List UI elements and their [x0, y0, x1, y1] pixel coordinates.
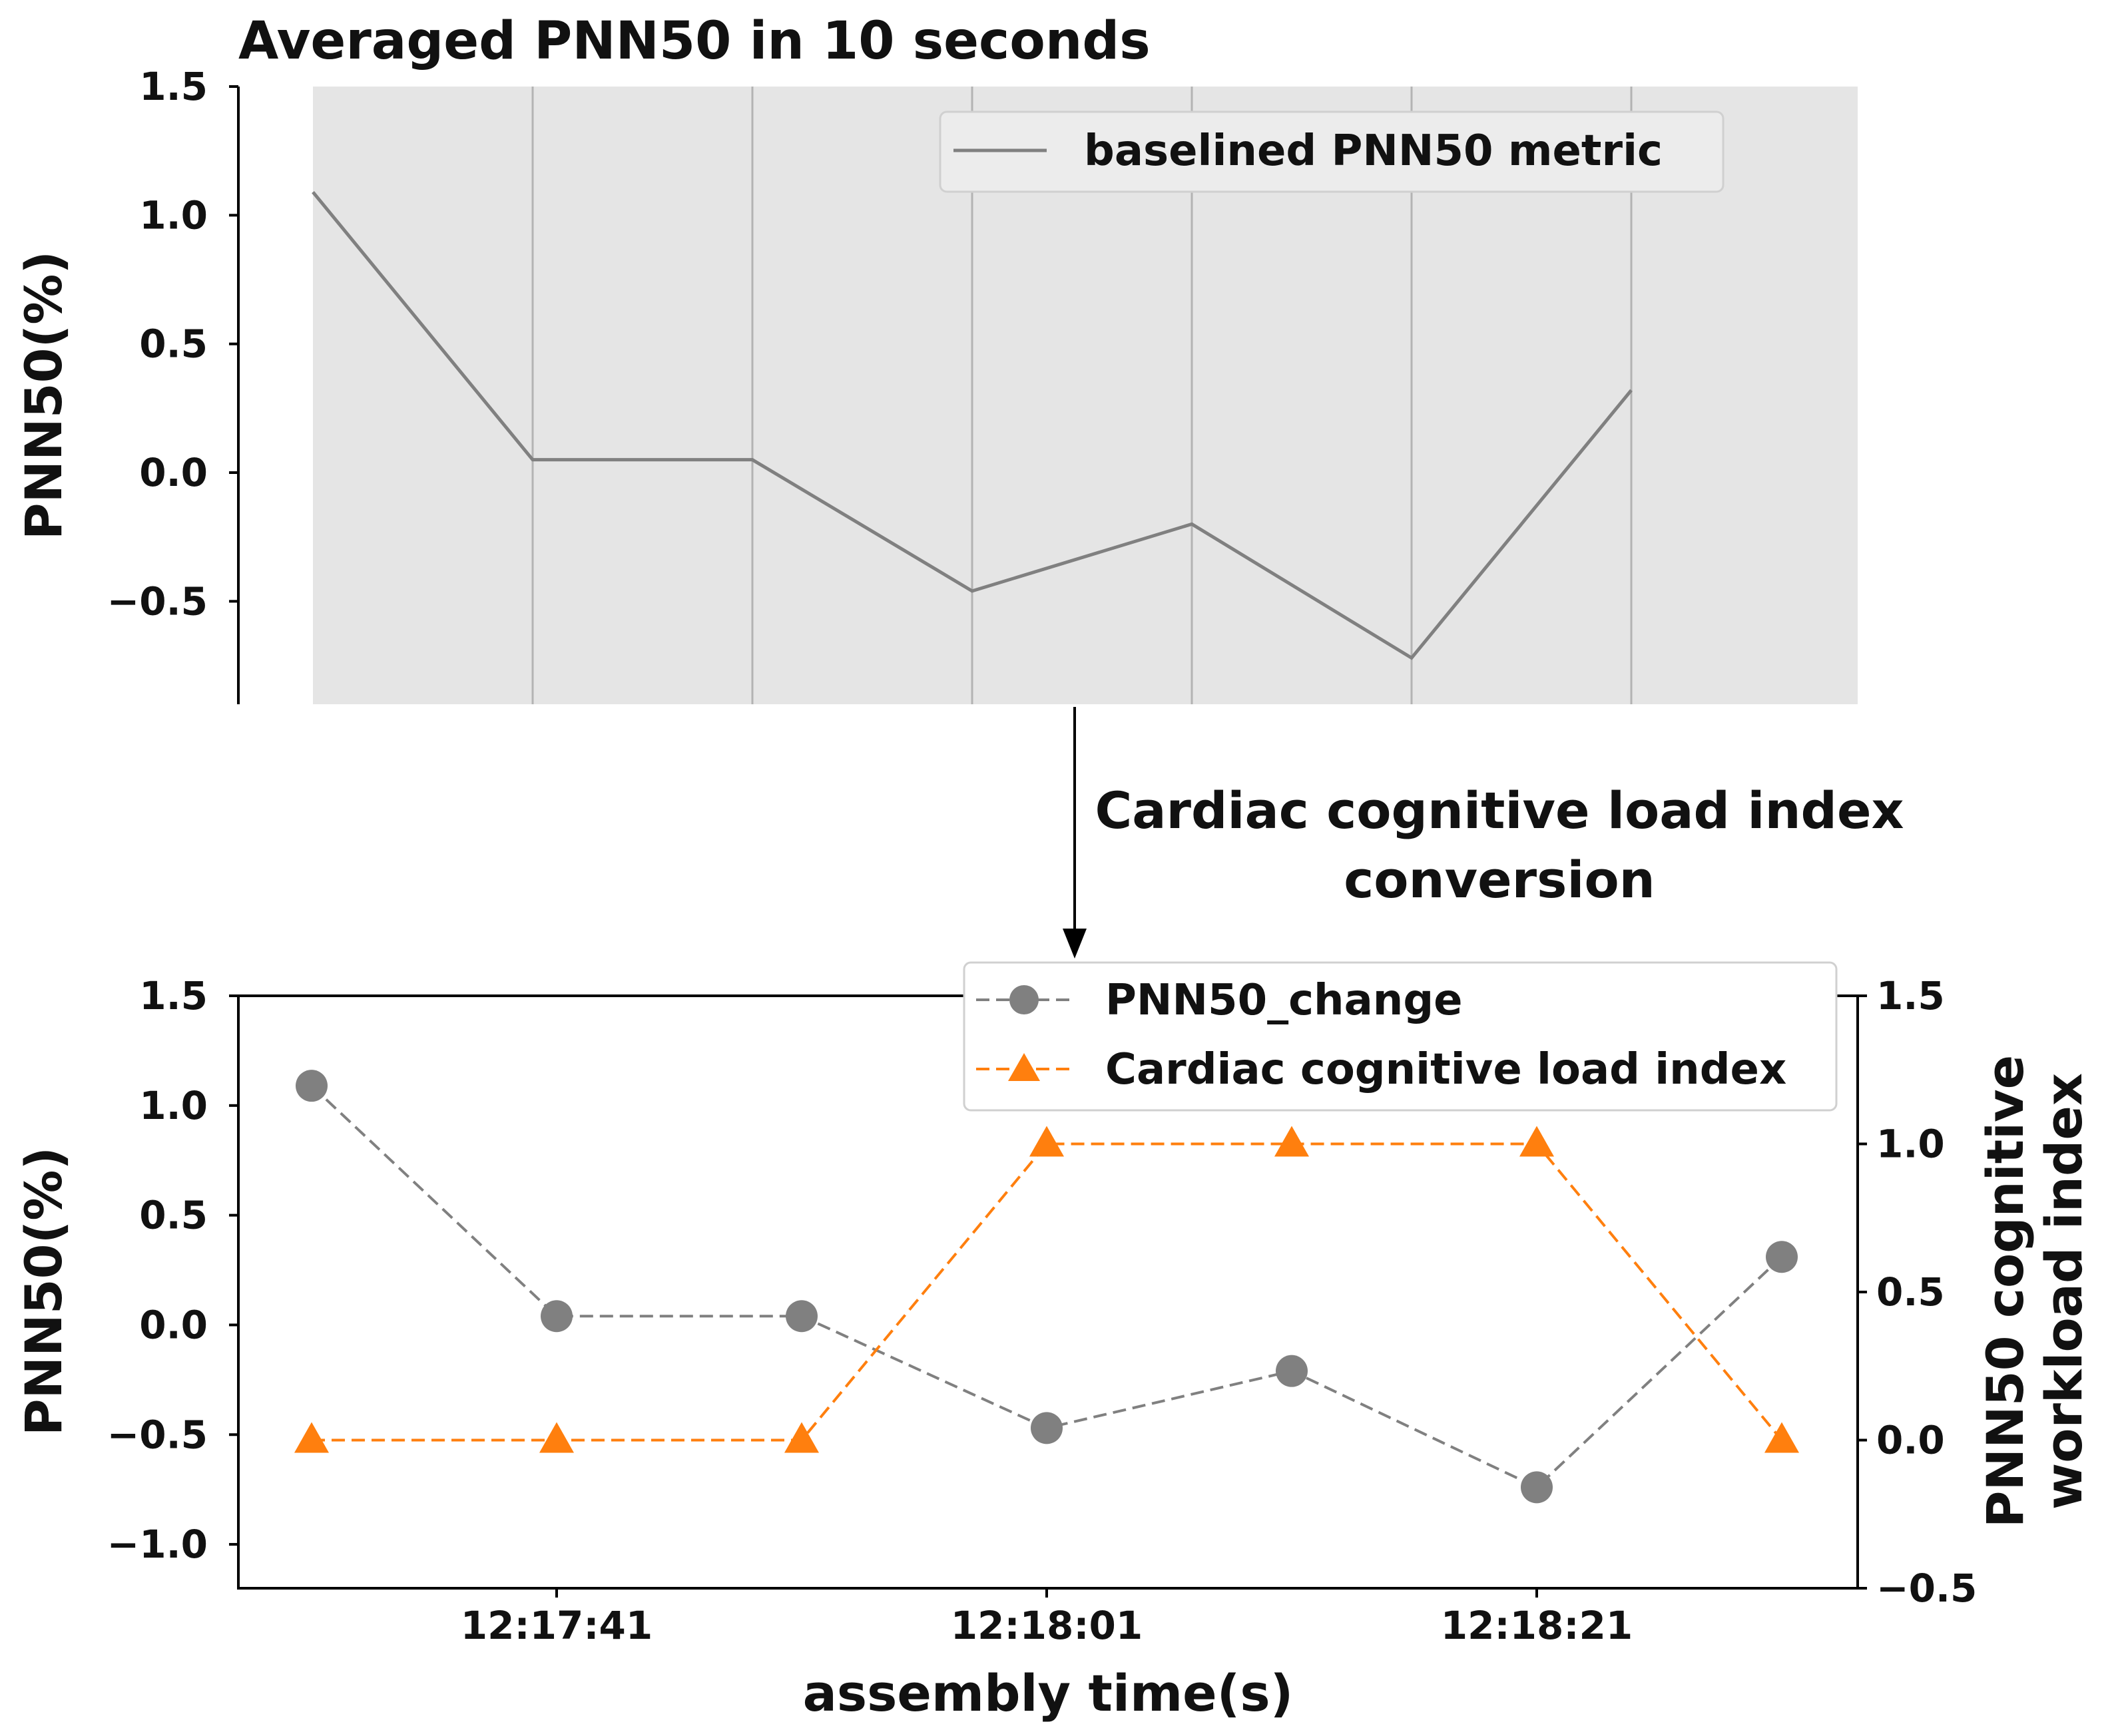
top-y-tick-label: −0.5 — [107, 578, 208, 624]
top-y-tick-label: 0.5 — [139, 322, 208, 367]
bottom-legend: PNN50_change Cardiac cognitive load inde… — [963, 961, 1838, 1112]
conversion-arrow-head — [1063, 929, 1087, 959]
pnn50-change-point — [1031, 1412, 1063, 1444]
bottom-left-y-axis-label: PNN50(%) — [14, 1147, 73, 1436]
bottom-left-y-tick-label: 0.0 — [139, 1302, 208, 1347]
bottom-right-y-tick-label: 0.5 — [1876, 1269, 1945, 1315]
pnn50-change-point — [1521, 1471, 1553, 1504]
cardiac-index-point — [1519, 1126, 1554, 1157]
bottom-x-tick-label: 12:18:21 — [1441, 1603, 1633, 1648]
top-legend-box — [939, 110, 1725, 193]
right-y-axis-label-line-1: PNN50 cognitive — [1976, 1055, 2035, 1528]
bottom-right-y-tick-label: 0.0 — [1876, 1418, 1945, 1463]
bottom-right-y-tick-label: 1.5 — [1876, 973, 1945, 1018]
legend-label-pnn50-change: PNN50_change — [1105, 976, 1463, 1025]
bottom-left-y-tick-label: 0.5 — [139, 1193, 208, 1238]
top-legend-label: baselined PNN50 metric — [1084, 126, 1663, 176]
bottom-left-y-tick-label: 1.5 — [139, 973, 208, 1018]
pnn50-change-point — [541, 1300, 573, 1333]
top-y-tick-label: 0.0 — [139, 450, 208, 495]
conversion-annotation: Cardiac cognitive load index conversion — [1063, 707, 1904, 959]
cardiac-index-point — [294, 1422, 329, 1453]
bottom-left-y-tick-label: −0.5 — [107, 1412, 208, 1457]
bottom-right-y-tick-label: 1.0 — [1876, 1122, 1945, 1167]
cardiac-index-point — [1764, 1422, 1799, 1453]
legend-marker-circle — [1009, 985, 1039, 1014]
cardiac-index-point — [539, 1422, 574, 1453]
conversion-label-line-1: Cardiac cognitive load index — [1095, 781, 1904, 840]
cardiac-index-point — [1029, 1126, 1064, 1157]
top-chart: Averaged PNN50 in 10 seconds −0.5 0.0 0.5 1… — [14, 11, 1858, 704]
legend-label-cardiac-index: Cardiac cognitive load index — [1105, 1045, 1786, 1094]
legend-marker-triangle — [1008, 1053, 1040, 1081]
top-y-tick-label: 1.5 — [139, 64, 208, 109]
bottom-chart: −1.0 −0.5 0.0 0.5 1.0 1.5 −0.5 0.0 0.5 1.0 1.5 12… — [14, 961, 2093, 1723]
top-series-line — [312, 190, 1633, 660]
pnn50-change-point — [786, 1300, 818, 1333]
bottom-left-y-tick-label: 1.0 — [139, 1083, 208, 1128]
cardiac-index-point — [1274, 1126, 1309, 1157]
bottom-right-y-axis-label: PNN50 cognitive workload index — [1976, 1055, 2093, 1528]
bottom-x-tick-label: 12:17:41 — [461, 1603, 653, 1648]
bottom-right-y-tick-label: −0.5 — [1876, 1566, 1977, 1611]
right-y-axis-label-line-2: workload index — [2034, 1073, 2093, 1510]
top-legend: baselined PNN50 metric — [939, 110, 1725, 193]
pnn50-change-point — [1766, 1241, 1798, 1273]
bottom-legend-box — [963, 961, 1838, 1112]
cardiac-index-point — [784, 1422, 819, 1453]
conversion-label-line-2: conversion — [1344, 850, 1655, 909]
pnn50-change-point — [1276, 1355, 1308, 1387]
top-y-tick-label: 1.0 — [139, 192, 208, 238]
bottom-left-y-tick-label: −1.0 — [107, 1522, 208, 1567]
bottom-x-axis-label: assembly time(s) — [803, 1663, 1294, 1723]
bottom-x-tick-label: 12:18:01 — [951, 1603, 1143, 1648]
top-chart-title: Averaged PNN50 in 10 seconds — [238, 11, 1151, 71]
pnn50-change-point — [296, 1070, 328, 1102]
top-y-axis-label: PNN50(%) — [14, 251, 73, 540]
